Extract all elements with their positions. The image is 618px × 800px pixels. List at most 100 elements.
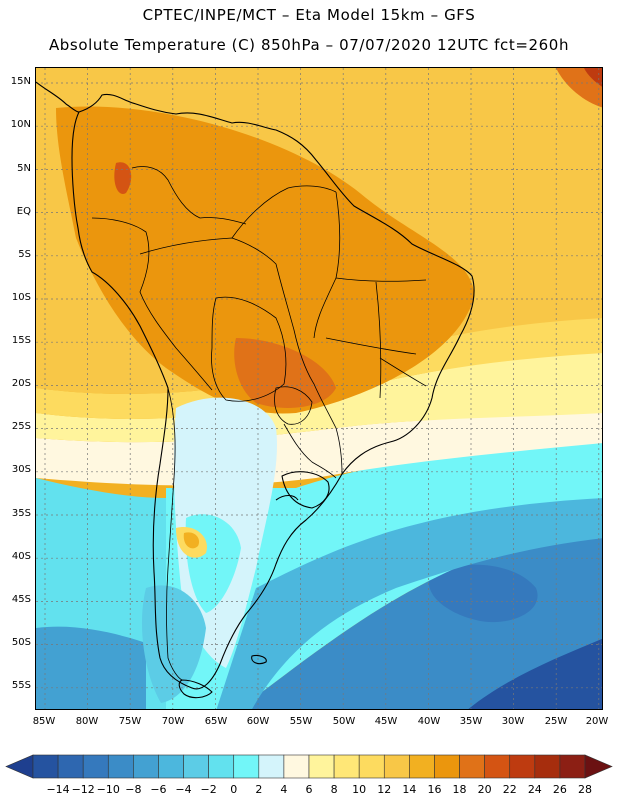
colorbar-tick-label: 24 [527,783,542,796]
south-america-coastline [71,93,475,690]
lon-label-30w: 30W [501,716,525,727]
field-band-yellow [36,313,602,419]
colorbar-tick-label: 12 [377,783,392,796]
colorbar-cell [158,754,184,779]
colorbar-cell [459,754,485,779]
colorbar-tick-label: −4 [175,783,192,796]
field-band-cold-core [238,523,602,709]
lon-label-55w: 55W [289,716,313,727]
lon-label-80w: 80W [75,716,99,727]
coastline [36,81,475,699]
lon-label-50w: 50W [332,716,356,727]
colorbar-cell [559,754,586,779]
lon-label-20w: 20W [585,716,609,727]
colorbar-tick-label: 16 [427,783,442,796]
colorbar-tick-label: −2 [200,783,217,796]
temperature-colorbar [5,754,613,779]
border-brazil-west [139,237,343,475]
lat-label-35s: 35S [11,508,31,519]
border-chile-argentina [166,387,183,681]
colorbar-tick-label: 0 [230,783,238,796]
colorbar-tick-label: 18 [452,783,467,796]
lon-label-40w: 40W [417,716,441,727]
colorbar-tick-label: 10 [352,783,367,796]
lat-label-40s: 40S [11,551,31,562]
lat-label-eq: EQ [16,206,31,217]
central-america-coastline [36,81,80,113]
colorbar-cell [57,754,84,779]
colorbar-tick-label: 8 [330,783,338,796]
lat-label-30s: 30S [11,464,31,475]
lat-label-45s: 45S [11,594,31,605]
colorbar-cell [383,754,410,779]
border-brazil-north [231,185,337,239]
lat-label-5n: 5N [17,163,31,174]
colorbar-overflow-triangle [584,754,613,779]
lon-label-35w: 35W [459,716,483,727]
colorbar-tick-label: 20 [477,783,492,796]
field-colombia-hotspot [114,162,132,194]
lon-label-70w: 70W [161,716,185,727]
colorbar-tick-label: 2 [255,783,263,796]
border-peru-ecuador [91,217,213,391]
lat-label-50s: 50S [11,637,31,648]
colorbar-cell [358,754,385,779]
field-band-mid-ocean [216,498,602,709]
lat-label-20s: 20S [11,378,31,389]
field-north-corner-hot [584,68,602,87]
lat-label-5s: 5S [18,249,31,260]
field-atlantic-cold-pocket [428,564,538,623]
colorbar-cell [484,754,511,779]
colorbar-tick-label: 26 [552,783,567,796]
lon-label-45w: 45W [374,716,398,727]
lon-label-60w: 60W [246,716,270,727]
colorbar-cell [183,754,209,779]
colorbar-tick-label: −8 [125,783,142,796]
colorbar-cell [32,754,59,779]
chart-title-line-1: CPTEC/INPE/MCT – Eta Model 15km – GFS [142,6,476,24]
colorbar-cell [283,754,310,779]
field-band-cold-deep [468,638,602,709]
colorbar-cell [409,754,435,779]
lon-label-25w: 25W [544,716,568,727]
colorbar-tick-label: 6 [305,783,313,796]
political-borders [91,166,427,681]
lat-label-15s: 15S [11,335,31,346]
field-band-west-pacific-cold [36,626,146,709]
field-land-chaco-warm [234,338,336,408]
border-colombia-venezuela [131,166,247,225]
colorbar-tick-label: 4 [280,783,288,796]
colorbar-cell [133,754,159,779]
lon-label-85w: 85W [32,716,56,727]
colorbar-tick-label: 22 [502,783,517,796]
la-plata-estuary [275,494,299,501]
field-land-tropics [56,106,475,414]
lat-label-25s: 25S [11,421,31,432]
lon-label-65w: 65W [204,716,228,727]
border-bolivia [211,296,287,402]
colorbar-tick-label: 14 [402,783,417,796]
uruguay-outline [281,471,330,509]
colorbar-cell [208,754,235,779]
colorbar-tick-label: 28 [578,783,592,796]
tierra-del-fuego [178,679,213,699]
colorbar-cell [509,754,536,779]
field-patagonia-cool [141,585,206,703]
temperature-map [35,67,603,710]
lat-label-55s: 55S [11,680,31,691]
chart-title-line-2: Absolute Temperature (C) 850hPa – 07/07/… [48,36,570,54]
border-paraguay [274,386,313,425]
lat-label-15n: 15N [10,76,31,87]
colorbar-cell [107,754,134,779]
colorbar-cell [233,754,260,779]
colorbar-tick-label: −6 [150,783,167,796]
field-argentina-warm-core [183,532,200,549]
colorbar-cell [258,754,285,779]
colorbar-cell [534,754,561,779]
falklands [251,654,267,665]
graticule [36,68,602,709]
colorbar-cell [434,754,460,779]
border-argentina-brazil [283,423,337,479]
lat-label-10s: 10S [11,292,31,303]
field-north-corner-warm [556,68,602,108]
